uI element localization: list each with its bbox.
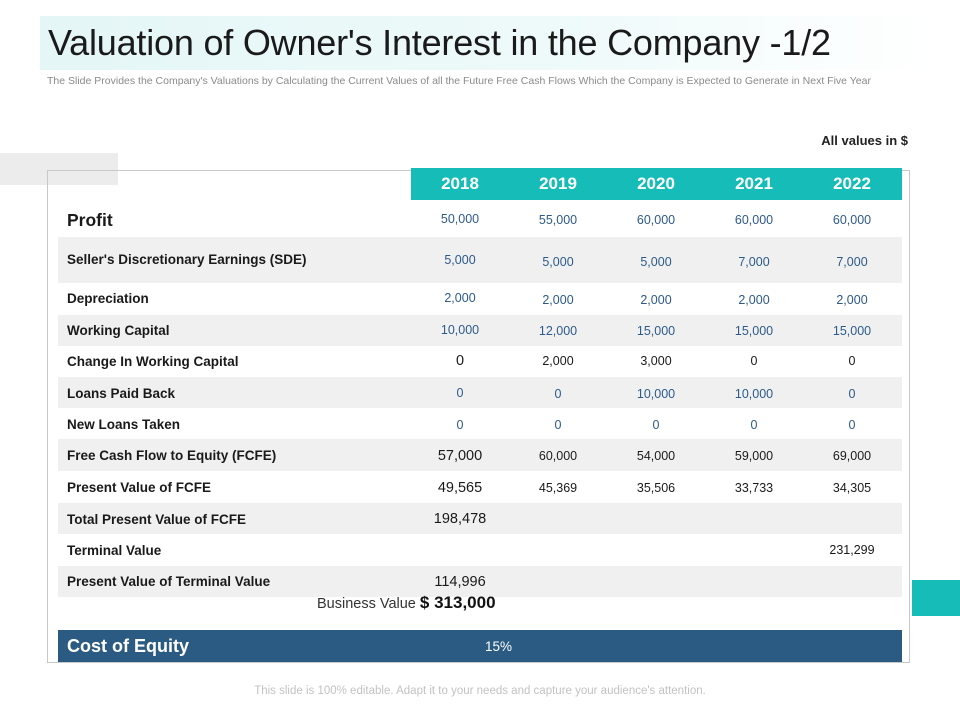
table-cell: 0 [848,354,856,368]
row-label: Present Value of Terminal Value [67,574,271,589]
table-row-depreciation: Depreciation 2,000 2,000 2,000 2,000 2,0… [58,283,902,315]
table-cell: 0 [554,387,562,401]
row-label: Working Capital [67,323,170,338]
table-cell: 7,000 [738,255,770,269]
cost-of-equity-value: 15% [485,639,513,654]
cost-of-equity-row: Cost of Equity 15% [58,630,902,662]
business-value-amount: $ 313,000 [419,593,496,612]
table-cell: 0 [848,418,856,432]
row-label: Seller's Discretionary Earnings (SDE) [67,252,307,267]
row-label: Present Value of FCFE [67,480,212,495]
table-cell: 0 [750,354,758,368]
table-cell: 15,000 [636,324,676,338]
year-header-2021: 2021 [735,174,773,193]
table-cell: 0 [455,353,465,369]
table-row-total-present-value-fcfe: Total Present Value of FCFE 198,478 [58,503,902,534]
row-label: Depreciation [67,291,149,306]
row-label: Free Cash Flow to Equity (FCFE) [67,448,277,463]
table-cell: 60,000 [636,213,676,227]
table-cell: 2,000 [738,293,770,307]
table-cell: 2,000 [836,293,868,307]
decorative-grey-tab [0,153,118,185]
table-cell: 0 [456,418,464,432]
table-cell: 10,000 [440,323,480,337]
table-cell: 7,000 [836,255,868,269]
year-header-row: 2018 2019 2020 2021 2022 [411,168,902,200]
table-cell: 54,000 [636,449,676,463]
table-cell: 33,733 [734,481,774,495]
business-value: Business Value $ 313,000 [317,593,496,613]
row-label: Profit [67,210,113,230]
table-cell: 60,000 [832,213,872,227]
year-header-2022: 2022 [833,174,871,193]
row-label: Change In Working Capital [67,354,239,369]
table-cell: 2,000 [640,293,672,307]
table-cell: 5,000 [640,255,672,269]
cost-of-equity-label: Cost of Equity [67,636,189,656]
table-cell: 5,000 [542,255,574,269]
table-cell: 2,000 [444,291,476,305]
table-cell: 2,000 [542,293,574,307]
table-row-sde: Seller's Discretionary Earnings (SDE) 5,… [58,237,902,283]
table-row-present-value-terminal-value: Present Value of Terminal Value 114,996 [58,566,902,597]
table-cell: 0 [750,418,758,432]
table-cell: 15,000 [734,324,774,338]
table-row-working-capital: Working Capital 10,000 12,000 15,000 15,… [58,315,902,346]
units-note: All values in $ [821,133,908,148]
table-cell: 3,000 [640,354,672,368]
table-cell: 10,000 [734,387,774,401]
decorative-teal-tab [912,580,960,616]
table-cell: 57,000 [437,448,483,464]
page-title: Valuation of Owner's Interest in the Com… [48,22,831,63]
table-cell: 0 [848,387,856,401]
table-cell: 69,000 [832,449,872,463]
table-row-change-working-capital: Change In Working Capital 0 2,000 3,000 … [58,346,902,377]
table-cell: 0 [652,418,660,432]
year-header-2018: 2018 [441,174,479,193]
table-row-fcfe: Free Cash Flow to Equity (FCFE) 57,000 6… [58,439,902,471]
table-cell: 59,000 [734,449,774,463]
year-header-2020: 2020 [637,174,675,193]
table-cell: 50,000 [440,212,480,226]
row-label: New Loans Taken [67,417,181,432]
year-header-2019: 2019 [539,174,577,193]
table-cell: 5,000 [444,253,476,267]
table-cell: 2,000 [542,354,574,368]
table-cell: 49,565 [437,480,483,496]
table-row-new-loans-taken: New Loans Taken 0 0 0 0 0 [58,408,902,439]
table-row-terminal-value: Terminal Value 231,299 [58,534,902,566]
business-value-label: Business Value [317,596,416,612]
title-band [40,16,935,70]
row-label: Terminal Value [67,543,162,558]
table-row-loans-paid-back: Loans Paid Back 0 0 10,000 10,000 0 [58,377,902,408]
footer-note: This slide is 100% editable. Adapt it to… [254,685,706,697]
table-cell: 0 [554,418,562,432]
table-row-profit: Profit 50,000 55,000 60,000 60,000 60,00… [58,203,902,237]
table-cell: 231,299 [829,543,875,557]
table-cell: 10,000 [636,387,676,401]
page-subtitle: The Slide Provides the Company's Valuati… [47,75,871,87]
table-cell: 15,000 [832,324,872,338]
table-cell: 198,478 [433,511,487,527]
table-cell: 114,996 [434,574,486,590]
table-cell: 34,305 [832,481,872,495]
table-cell: 60,000 [734,213,774,227]
table-row-present-value-fcfe: Present Value of FCFE 49,565 45,369 35,5… [58,471,902,503]
table-cell: 55,000 [538,213,578,227]
table-cell: 45,369 [538,481,578,495]
row-label: Loans Paid Back [67,386,176,401]
row-label: Total Present Value of FCFE [67,512,247,527]
table-cell: 12,000 [538,324,578,338]
table-cell: 0 [456,386,464,400]
table-cell: 35,506 [636,481,676,495]
table-cell: 60,000 [538,449,578,463]
